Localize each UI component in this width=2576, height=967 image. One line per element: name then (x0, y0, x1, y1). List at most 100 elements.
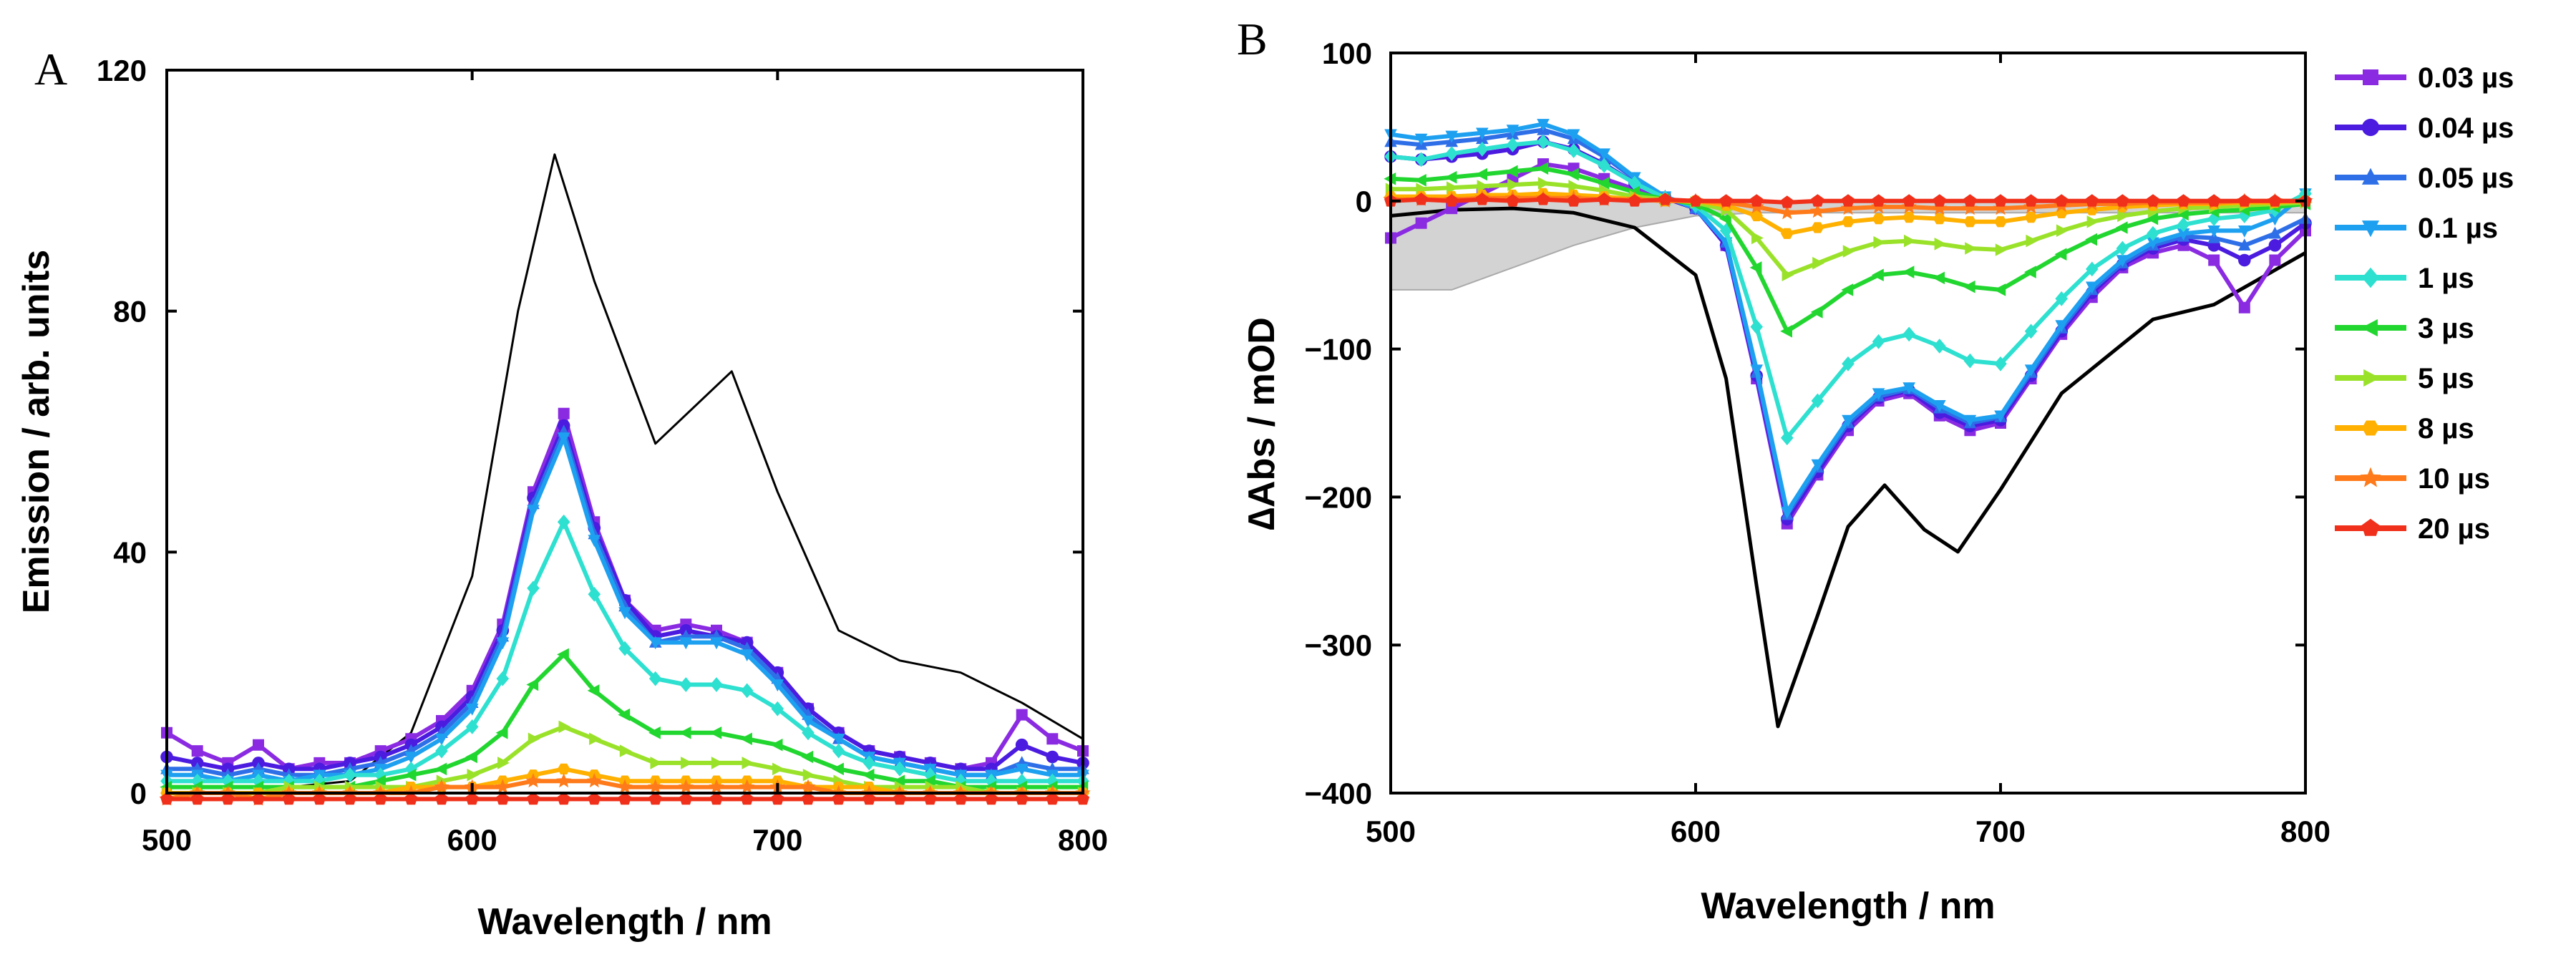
panel-b-data-point (1414, 174, 1426, 187)
panel-b-data-point (1842, 356, 1855, 371)
panel-b-data-point (1688, 194, 1703, 207)
panel-b-data-point (2238, 301, 2250, 314)
legend-swatch-marker (2360, 467, 2381, 487)
panel-a-data-point (771, 792, 784, 805)
panel-b-data-point (2147, 225, 2159, 241)
panel-b-data-point (1872, 194, 1885, 207)
panel-b-data-point (1414, 133, 1428, 146)
panel-a-data-point (465, 704, 479, 716)
panel-a-data-point (190, 773, 204, 789)
panel-b-data-point (1993, 194, 2008, 207)
panel-b-data-point (1810, 306, 1823, 319)
panel-a-data-point (496, 637, 510, 650)
panel-b-data-point (1933, 213, 1946, 225)
panel-a-data-point (525, 773, 541, 788)
panel-a-series-0-03-s (161, 407, 1089, 775)
panel-b-data-point (1719, 212, 1731, 225)
panel-b-data-point (1902, 266, 1915, 278)
panel-a-x-tick-label: 600 (447, 823, 497, 857)
panel-b-data-point (1598, 148, 1610, 161)
panel-b-data-point (1536, 193, 1550, 205)
panel-b-data-point (1872, 388, 1885, 401)
panel-b-data-point (1658, 193, 1672, 205)
panel-a-data-point (434, 762, 447, 776)
panel-b-data-point (1506, 125, 1520, 137)
legend-label: 8 µs (2418, 413, 2474, 444)
panel-b-data-point (1719, 194, 1733, 207)
panel-b-data-point (1476, 127, 1489, 140)
panel-b-data-point (1445, 194, 1459, 207)
panel-b-data-point (1902, 382, 1915, 394)
legend-entry-10-s: 10 µs (2335, 463, 2490, 495)
panel-a-data-point (648, 671, 662, 686)
panel-b-series-line (1390, 127, 2307, 517)
panel-a-data-point (404, 769, 417, 782)
panel-a-data-point (678, 779, 694, 794)
panel-b-data-point (2085, 194, 2099, 207)
panel-b-x-tick-label: 600 (1671, 815, 1721, 848)
panel-b-data-point (1781, 506, 1794, 519)
panel-b-y-tick-label: −300 (1304, 628, 1372, 662)
panel-a-y-tick-label: 80 (113, 295, 147, 329)
panel-b-data-point (1811, 222, 1824, 233)
panel-b-data-point (1963, 280, 1975, 293)
panel-a-y-tick-label: 40 (113, 535, 147, 569)
panel-b-data-point (1933, 271, 1945, 285)
panel-b-data-point (1537, 177, 1550, 190)
panel-a-data-point (771, 701, 784, 716)
legend-swatch-marker (2361, 167, 2380, 185)
panel-a-data-point (587, 684, 600, 697)
panel-a-series-1-s (160, 514, 1089, 789)
panel-a-data-point (648, 792, 662, 805)
panel-a-data-point (618, 708, 631, 721)
panel-a-data-point (282, 792, 296, 805)
panel-b-reference-line (1390, 206, 2307, 729)
panel-a-data-point (344, 767, 356, 783)
panel-a-data-point (374, 792, 387, 805)
panel-a-data-point (1015, 773, 1029, 789)
panel-b-data-point (1811, 459, 1824, 472)
panel-a-data-point (1046, 792, 1059, 805)
panel-a-data-point (771, 679, 784, 692)
panel-b-data-point (1475, 193, 1489, 205)
legend-label: 0.04 µs (2418, 112, 2514, 144)
panel-a-data-point (526, 792, 540, 805)
panel-a-data-point (832, 792, 845, 805)
panel-a-data-point (1046, 733, 1059, 745)
panel-b-data-point (1962, 200, 1978, 215)
panel-a-x-axis-title: Wavelength / nm (477, 901, 772, 943)
panel-a-data-point (465, 750, 477, 764)
panel-a-data-point (985, 773, 998, 789)
panel-a-data-point (1046, 750, 1059, 764)
panel-a-data-point (586, 773, 602, 788)
panel-b-data-point (1507, 178, 1520, 191)
panel-b-data-point (2177, 228, 2190, 240)
panel-a-data-point (374, 774, 386, 787)
panel-b-data-point (2207, 225, 2220, 238)
legend-entry-20-s: 20 µs (2335, 513, 2490, 545)
panel-a-y-tick-label: 120 (97, 54, 147, 87)
panel-b-data-point (2177, 194, 2190, 207)
panel-a-data-point (497, 757, 510, 769)
panel-a-data-point (739, 779, 755, 794)
panel-a-data-point (527, 580, 540, 596)
panel-a-data-point (802, 715, 815, 728)
panel-b-data-point (1963, 414, 1977, 427)
panel-a-data-point (984, 792, 998, 805)
panel-a-data-point (557, 763, 570, 774)
panel-b-data-point (2237, 194, 2251, 207)
legend-label: 1 µs (2418, 263, 2474, 294)
panel-b-data-point (2269, 254, 2281, 266)
panel-b-data-point (2026, 234, 2038, 248)
panel-b-data-point (1414, 193, 1428, 205)
panel-b-data-point (2238, 208, 2251, 223)
legend-label: 3 µs (2418, 313, 2474, 344)
panel-b-data-point (2024, 324, 2038, 339)
panel-a-data-point (191, 745, 203, 757)
panel-a-data-point (526, 678, 539, 691)
panel-b-data-point (2086, 261, 2099, 277)
panel-b-data-point (2147, 237, 2159, 250)
legend-swatch-marker (2363, 369, 2381, 387)
panel-a-data-point (588, 586, 601, 602)
panel-a-x-tick-label: 700 (752, 823, 802, 857)
